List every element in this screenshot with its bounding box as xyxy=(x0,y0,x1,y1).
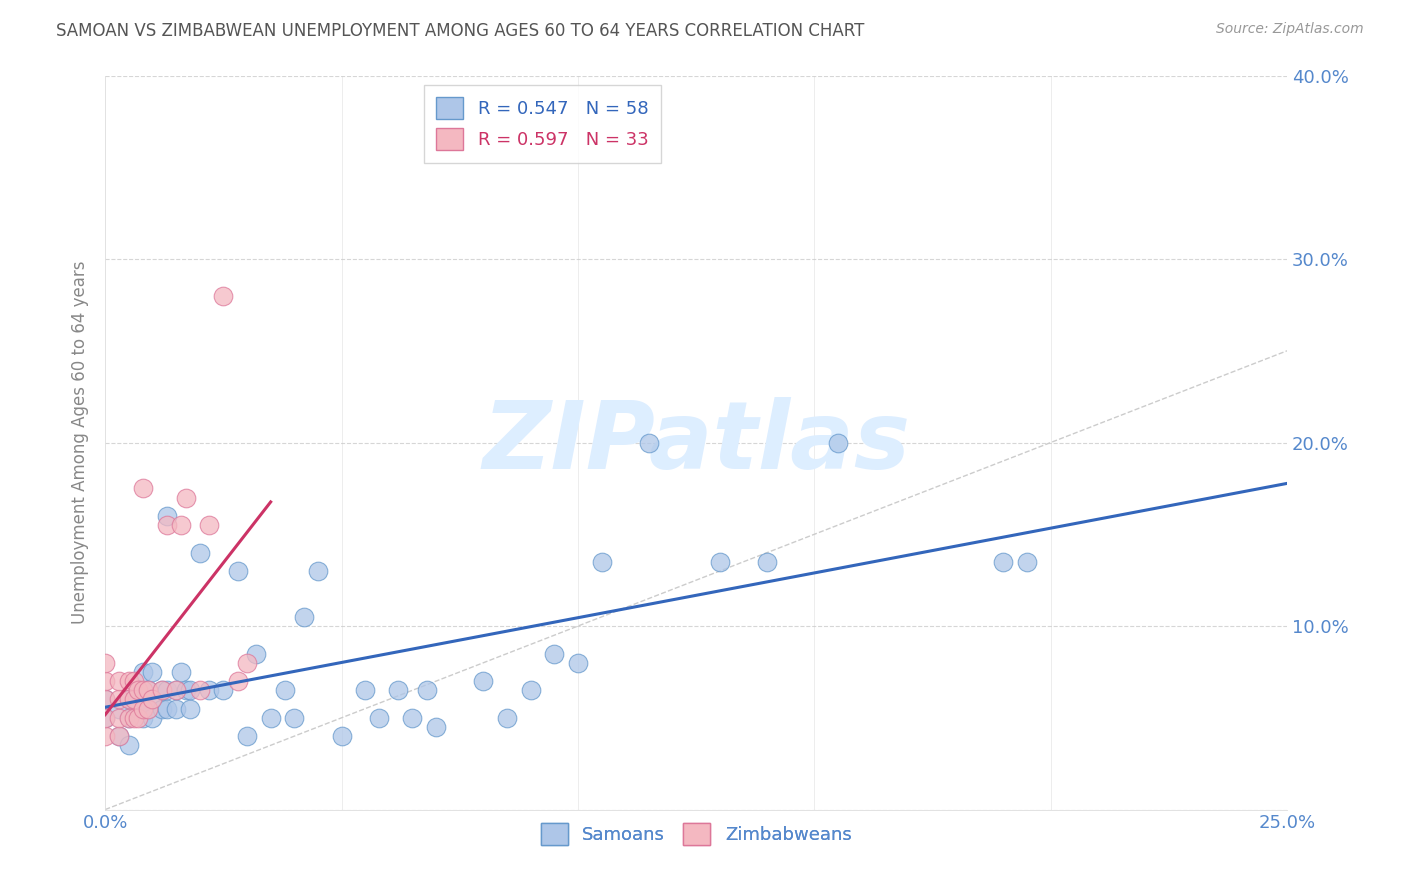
Point xyxy=(1015,555,1038,569)
Point xyxy=(94,656,117,670)
Text: ZIPatlas: ZIPatlas xyxy=(482,397,910,489)
Point xyxy=(127,683,149,698)
Point xyxy=(226,564,249,578)
Point xyxy=(150,683,173,698)
Point xyxy=(567,656,589,670)
Point xyxy=(108,701,131,715)
Legend: Samoans, Zimbabweans: Samoans, Zimbabweans xyxy=(533,815,859,852)
Point xyxy=(212,683,235,698)
Point xyxy=(94,692,117,706)
Point xyxy=(165,701,187,715)
Point xyxy=(136,683,159,698)
Point xyxy=(236,656,259,670)
Point xyxy=(179,683,201,698)
Point xyxy=(170,518,193,533)
Point xyxy=(118,674,141,689)
Point xyxy=(132,692,155,706)
Point xyxy=(94,729,117,743)
Point xyxy=(150,701,173,715)
Point xyxy=(122,674,145,689)
Point xyxy=(122,692,145,706)
Point xyxy=(245,647,267,661)
Point xyxy=(132,683,155,698)
Point xyxy=(108,674,131,689)
Point xyxy=(709,555,731,569)
Point xyxy=(150,683,173,698)
Point xyxy=(94,674,117,689)
Point xyxy=(354,683,377,698)
Point xyxy=(127,683,149,698)
Point xyxy=(827,435,849,450)
Point xyxy=(292,610,315,624)
Point xyxy=(127,711,149,725)
Point xyxy=(993,555,1015,569)
Point xyxy=(174,491,197,505)
Point xyxy=(136,701,159,715)
Point xyxy=(368,711,391,725)
Point xyxy=(415,683,437,698)
Point xyxy=(330,729,353,743)
Point xyxy=(226,674,249,689)
Point xyxy=(118,711,141,725)
Point xyxy=(118,739,141,753)
Point xyxy=(122,711,145,725)
Point xyxy=(387,683,409,698)
Text: Source: ZipAtlas.com: Source: ZipAtlas.com xyxy=(1216,22,1364,37)
Point xyxy=(108,711,131,725)
Point xyxy=(108,729,131,743)
Point xyxy=(156,683,179,698)
Point xyxy=(141,711,163,725)
Point xyxy=(236,729,259,743)
Point xyxy=(118,692,141,706)
Point xyxy=(591,555,613,569)
Point xyxy=(188,546,211,560)
Point xyxy=(156,518,179,533)
Point xyxy=(132,711,155,725)
Point xyxy=(108,692,131,706)
Point xyxy=(127,701,149,715)
Point xyxy=(94,692,117,706)
Point xyxy=(307,564,329,578)
Point xyxy=(274,683,297,698)
Point xyxy=(108,729,131,743)
Point xyxy=(136,683,159,698)
Point xyxy=(94,711,117,725)
Point xyxy=(156,701,179,715)
Point xyxy=(141,692,163,706)
Point xyxy=(496,711,519,725)
Point xyxy=(212,289,235,303)
Point xyxy=(519,683,541,698)
Point xyxy=(179,701,201,715)
Point xyxy=(118,711,141,725)
Point xyxy=(136,701,159,715)
Y-axis label: Unemployment Among Ages 60 to 64 years: Unemployment Among Ages 60 to 64 years xyxy=(72,260,89,624)
Point xyxy=(260,711,283,725)
Point xyxy=(543,647,565,661)
Point xyxy=(174,683,197,698)
Point xyxy=(132,701,155,715)
Point xyxy=(756,555,779,569)
Text: SAMOAN VS ZIMBABWEAN UNEMPLOYMENT AMONG AGES 60 TO 64 YEARS CORRELATION CHART: SAMOAN VS ZIMBABWEAN UNEMPLOYMENT AMONG … xyxy=(56,22,865,40)
Point xyxy=(156,508,179,523)
Point xyxy=(165,683,187,698)
Point xyxy=(132,482,155,496)
Point xyxy=(283,711,305,725)
Point xyxy=(141,665,163,679)
Point xyxy=(198,683,221,698)
Point xyxy=(638,435,661,450)
Point xyxy=(141,692,163,706)
Point xyxy=(188,683,211,698)
Point xyxy=(132,665,155,679)
Point xyxy=(425,720,447,734)
Point xyxy=(118,692,141,706)
Point xyxy=(170,665,193,679)
Point xyxy=(165,683,187,698)
Point xyxy=(472,674,495,689)
Point xyxy=(198,518,221,533)
Point xyxy=(94,711,117,725)
Point xyxy=(401,711,423,725)
